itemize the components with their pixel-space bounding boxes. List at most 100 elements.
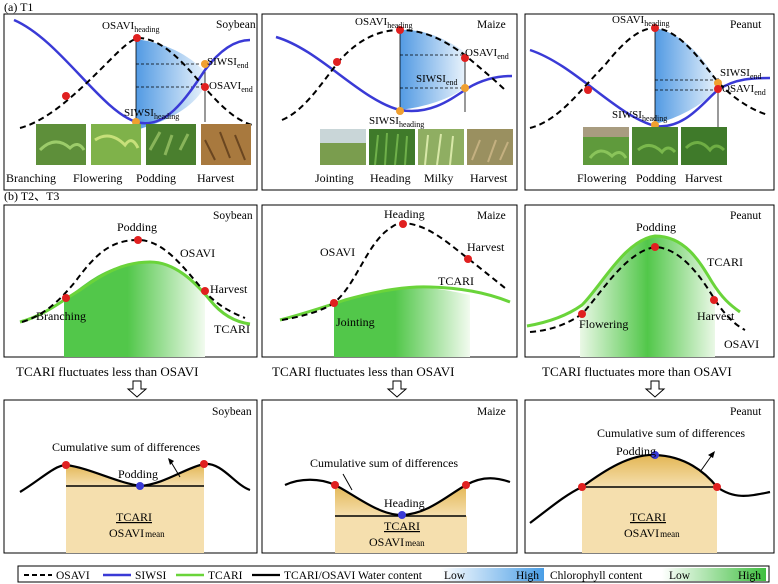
t3-maize-stage-label: Heading	[384, 496, 425, 510]
t1-peanut-osavi-heading-point	[651, 24, 659, 32]
t2-peanut-start-label: Flowering	[579, 317, 628, 331]
section-b-label: (b) T2、T3	[4, 189, 59, 203]
t3-maize-right-point	[462, 481, 470, 489]
t3-soybean-mean-area	[66, 486, 204, 553]
legend-water-low: Low	[444, 570, 466, 582]
t2-maize-tcari-label: TCARI	[438, 274, 474, 288]
t1-peanut-siwsi-line	[529, 48, 771, 128]
t1-soybean-osavi-end-point	[201, 83, 209, 91]
t1-maize-osavi-heading-point	[396, 26, 404, 34]
down-arrow-soybean-icon	[126, 380, 148, 398]
t1-soybean-photo-harvest	[201, 124, 251, 165]
t3-soybean-ratio-num: TCARI	[116, 510, 152, 524]
t1-soybean-siwsi-end-sub: end	[237, 61, 249, 70]
svg-text:OSAVIend: OSAVIend	[722, 83, 766, 97]
t3-maize-stage-point	[398, 511, 406, 519]
t3-maize-ratio-den: OSAVI	[369, 535, 404, 549]
down-arrow-maize-icon	[386, 380, 408, 398]
t2-soybean-panel: Soybean Podding OSAVI Harvest Branching …	[3, 204, 258, 379]
t1-maize-osavi-end-point	[461, 54, 469, 62]
t1-peanut-point	[584, 86, 592, 94]
t1-peanut-siwsi-heading: SIWSI	[612, 109, 642, 121]
section-a-label: (a) T1	[4, 0, 33, 14]
legend-water-label: Water content	[358, 570, 423, 582]
t2-maize-start-point	[330, 299, 338, 307]
t3-maize-mean-area	[335, 516, 467, 553]
t2-maize-harvest-label: Harvest	[467, 240, 505, 254]
t1-peanut-siwsi-end-point	[714, 79, 722, 87]
t3-soybean-pointer-arrow	[170, 461, 181, 478]
t1-soybean-osavi-heading-point	[133, 34, 141, 42]
t1-maize-osavi-end-sub: end	[497, 52, 509, 61]
t1-maize-siwsi-heading-sub: heading	[399, 120, 424, 129]
t2-peanut-peak-label: Podding	[636, 220, 676, 234]
t2-maize-title: Maize	[477, 210, 506, 222]
t3-maize-cumulative: Cumulative sum of differences	[310, 456, 458, 470]
t2-soybean-tcari-label: TCARI	[214, 322, 250, 336]
svg-text:OSAVIheading: OSAVIheading	[612, 14, 670, 28]
t1-maize-siwsi-heading-point	[396, 107, 404, 115]
t1-peanut-water-area	[655, 28, 718, 124]
t3-soybean-diff-area	[66, 464, 204, 486]
t2-peanut-tcari-label: TCARI	[707, 255, 743, 269]
t2-soybean-start-label: Branching	[36, 309, 86, 323]
t1-soybean-title: Soybean	[216, 19, 256, 31]
t2-maize-panel: Maize Heading OSAVI Harvest TCARI Jointi…	[261, 204, 518, 379]
t1-maize-panel: Maize OSAVIheading OSAVIend SIWSIend SIW…	[261, 13, 518, 191]
t3-peanut-ratio-num: TCARI	[630, 510, 666, 524]
t1-maize-siwsi-line	[275, 35, 513, 113]
t3-soybean-stage-label: Podding	[118, 467, 158, 481]
legend-osavi-label: OSAVI	[56, 570, 90, 582]
t2-soybean-peak-label: Podding	[117, 220, 157, 234]
t1-soybean-osavi-end: OSAVI	[209, 80, 242, 92]
legend-water-gradient	[440, 568, 544, 581]
t2-maize-chlorophyll-area	[334, 288, 470, 357]
legend-chlorophyll-label: Chlorophyll content	[550, 570, 643, 582]
t1-peanut-osavi-end: OSAVI	[722, 83, 755, 95]
t3-maize-pointer-arrow	[342, 473, 353, 491]
t1-soybean-photo-flowering	[91, 124, 141, 165]
t1-peanut-stage-2: Harvest	[685, 171, 723, 185]
svg-text:OSAVImean: OSAVImean	[109, 526, 165, 540]
svg-text:OSAVIheading: OSAVIheading	[355, 16, 413, 30]
svg-text:OSAVImean: OSAVImean	[624, 526, 680, 540]
t2-soybean-caption: TCARI fluctuates less than OSAVI	[16, 364, 198, 379]
t1-soybean-osavi-heading-sub: heading	[134, 25, 159, 34]
t1-peanut-stage-1: Podding	[636, 171, 676, 185]
svg-text:OSAVIend: OSAVIend	[209, 80, 253, 94]
svg-text:OSAVIend: OSAVIend	[465, 47, 509, 61]
t3-peanut-left-point	[578, 483, 586, 491]
t1-maize-osavi-heading-sub: heading	[387, 21, 412, 30]
t1-soybean-osavi-heading: OSAVI	[102, 20, 135, 32]
t2-soybean-osavi-line	[21, 238, 246, 323]
t2-peanut-peak-point	[651, 243, 659, 251]
t3-peanut-cumulative: Cumulative sum of differences	[597, 426, 745, 440]
t1-maize-siwsi-end-sub: end	[446, 78, 458, 87]
t1-maize-title: Maize	[477, 19, 506, 31]
t2-soybean-harvest-label: Harvest	[210, 282, 248, 296]
t1-soybean-water-area	[136, 39, 205, 130]
t1-soybean-stage-3: Harvest	[197, 171, 235, 185]
legend: OSAVI SIWSI TCARI TCARI/OSAVI Water cont…	[17, 565, 770, 583]
t3-soybean-cumulative: Cumulative sum of differences	[52, 440, 200, 454]
t3-peanut-stage-point	[651, 451, 659, 459]
t1-maize-water-area	[400, 29, 465, 110]
t1-peanut-osavi-end-sub: end	[754, 88, 766, 97]
t1-maize-stage-0: Jointing	[315, 171, 354, 185]
t2-soybean-tcari-line	[19, 260, 251, 326]
t1-soybean-siwsi-heading-sub: heading	[154, 112, 179, 121]
t3-soybean-ratio-den: OSAVI	[109, 526, 144, 540]
t2-soybean-title: Soybean	[213, 210, 253, 222]
t3-peanut-pointer-arrow	[699, 454, 713, 473]
legend-chlorophyll-gradient	[662, 568, 766, 581]
t3-soybean-title: Soybean	[212, 406, 252, 418]
t1-soybean-osavi-end-sub: end	[241, 85, 253, 94]
legend-water-high: High	[516, 570, 539, 582]
t3-soybean-right-point	[200, 460, 208, 468]
t1-peanut-osavi-heading: OSAVI	[612, 14, 645, 26]
t2-soybean-harvest-point	[201, 287, 209, 295]
t2-peanut-caption: TCARI fluctuates more than OSAVI	[542, 364, 732, 379]
t2-maize-tcari-line	[279, 285, 511, 322]
t2-peanut-osavi-label: OSAVI	[724, 337, 759, 351]
svg-text:OSAVIheading: OSAVIheading	[102, 20, 160, 34]
